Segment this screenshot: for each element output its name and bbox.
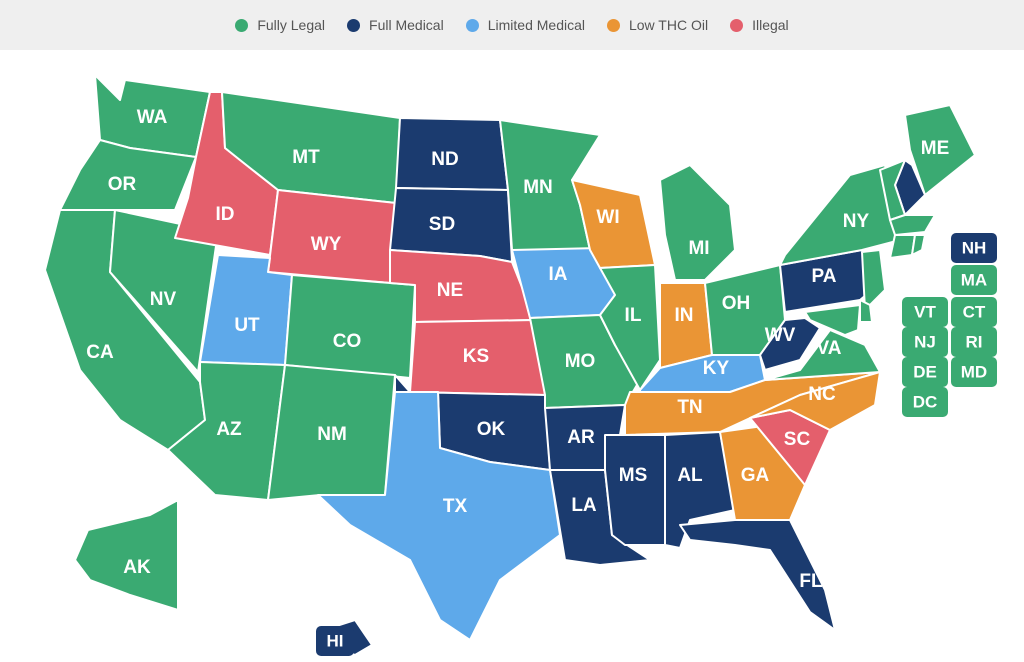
legend-label: Illegal [752, 17, 789, 33]
state-label: NV [150, 289, 177, 310]
legend-item-illegal: Illegal [730, 17, 789, 33]
state-fl[interactable] [679, 519, 836, 631]
state-label: WY [311, 234, 342, 255]
legend-dot-icon [465, 18, 479, 32]
state-label: AZ [216, 419, 242, 440]
legend-label: Fully Legal [257, 17, 326, 33]
state-ms[interactable] [604, 434, 666, 546]
state-label: IN [675, 305, 694, 326]
state-label: SC [784, 429, 811, 450]
state-label: IL [625, 305, 642, 326]
state-label: UT [234, 315, 260, 336]
legend-label: Full Medical [369, 17, 444, 33]
legend-item-limited-medical: Limited Medical [465, 17, 585, 33]
state-label: MS [619, 465, 648, 486]
legend-item-fully-legal: Fully Legal [235, 17, 325, 33]
state-label: PA [812, 266, 837, 287]
state-label: AK [123, 557, 151, 578]
state-label: NY [843, 211, 870, 232]
state-labels: WA OR CA NV ID MT WY UT AZ CO NM ND SD N… [86, 107, 949, 592]
box-ct[interactable]: CT [951, 297, 997, 327]
us-map: WA OR CA NV ID MT WY UT AZ CO NM ND SD N… [44, 74, 997, 656]
box-vt[interactable]: VT [902, 297, 948, 327]
state-co[interactable] [284, 274, 416, 379]
state-label: OK [477, 419, 506, 440]
box-dc[interactable]: DC [902, 387, 948, 417]
state-label: NM [317, 424, 347, 445]
state-label: ID [216, 204, 235, 225]
state-wv[interactable] [759, 317, 821, 371]
state-label: GA [741, 465, 770, 486]
legend-label: Low THC Oil [628, 17, 709, 33]
legend-item-low-thc-oil: Low THC Oil [606, 17, 709, 33]
state-tx[interactable] [317, 391, 561, 641]
state-label: TN [677, 397, 702, 418]
state-label: MA [961, 270, 987, 289]
state-label: HI [327, 631, 344, 650]
state-label: AL [677, 465, 703, 486]
state-label: KY [703, 358, 730, 379]
state-label: WI [596, 207, 619, 228]
box-nj[interactable]: NJ [902, 327, 948, 357]
state-label: NE [437, 280, 463, 301]
state-nj[interactable] [861, 249, 886, 311]
legend-dot-icon [730, 18, 744, 32]
box-nh[interactable]: NH [951, 233, 997, 263]
box-de[interactable]: DE [902, 357, 948, 387]
state-label: MN [523, 177, 553, 198]
box-ma[interactable]: MA [951, 265, 997, 295]
state-ri[interactable] [911, 234, 926, 256]
state-label: TX [443, 496, 468, 517]
state-label: NC [808, 384, 836, 405]
state-label: CA [86, 342, 114, 363]
state-or[interactable] [59, 139, 197, 211]
state-label: KS [463, 346, 489, 367]
state-label: VT [914, 302, 936, 321]
legend-dot-icon [347, 18, 361, 32]
state-shapes [44, 74, 976, 656]
state-label: VA [817, 338, 842, 359]
small-state-boxes: NH MA VT CT NJ RI DE MD DC HI [316, 233, 997, 656]
state-label: LA [571, 495, 597, 516]
state-label: CT [963, 302, 986, 321]
legend-item-full-medical: Full Medical [347, 17, 444, 33]
legend: Fully Legal Full Medical Limited Medical… [0, 0, 1024, 50]
state-label: ME [921, 138, 950, 159]
state-va[interactable] [764, 329, 881, 381]
state-label: DE [913, 362, 937, 381]
state-label: WV [765, 325, 796, 346]
box-md[interactable]: MD [951, 357, 997, 387]
legend-dot-icon [606, 18, 620, 32]
state-md[interactable] [804, 304, 861, 336]
state-label: CO [333, 331, 362, 352]
state-label: WA [137, 107, 168, 128]
state-label: MD [961, 362, 987, 381]
state-label: NJ [914, 332, 936, 351]
legend-dot-icon [235, 18, 249, 32]
state-label: NH [962, 238, 987, 257]
legend-label: Limited Medical [487, 17, 585, 33]
state-il[interactable] [599, 264, 661, 391]
box-hi[interactable]: HI [316, 626, 354, 656]
state-label: ND [431, 149, 458, 170]
state-label: RI [966, 332, 983, 351]
state-label: MI [688, 238, 709, 259]
state-ak[interactable] [74, 499, 179, 611]
state-me[interactable] [904, 104, 976, 196]
state-label: MO [565, 351, 596, 372]
box-ri[interactable]: RI [951, 327, 997, 357]
state-label: MT [292, 147, 320, 168]
state-label: AR [567, 427, 595, 448]
state-ma[interactable] [889, 214, 936, 236]
state-label: OH [722, 293, 751, 314]
state-mi[interactable] [659, 164, 736, 281]
state-vt[interactable] [879, 159, 906, 221]
state-label: DC [913, 392, 938, 411]
state-label: IA [549, 264, 568, 285]
state-label: FL [799, 571, 823, 592]
state-label: OR [108, 174, 137, 195]
state-label: SD [429, 214, 455, 235]
state-nc[interactable] [749, 371, 881, 431]
